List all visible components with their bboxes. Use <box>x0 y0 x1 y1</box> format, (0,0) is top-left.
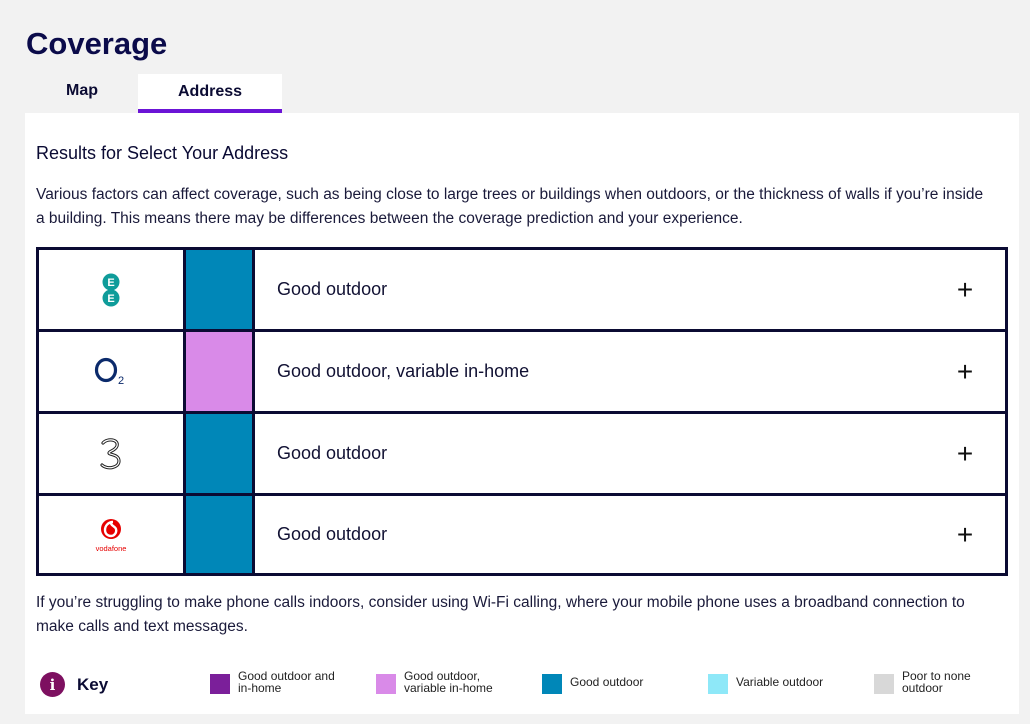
tab-bar: Map Address <box>26 74 282 114</box>
legend-swatch <box>542 674 562 694</box>
legend-label: Good outdoor <box>570 675 644 689</box>
o2-logo-icon: 2 <box>39 332 186 411</box>
legend-label: Good outdoor and in-home <box>238 669 335 695</box>
key-label: Key <box>77 675 109 694</box>
network-row-ee[interactable]: E E Good outdoor + <box>39 250 1005 332</box>
three-logo-icon <box>39 414 186 493</box>
tab-address[interactable]: Address <box>138 74 282 114</box>
legend-item: Poor to none outdoor <box>874 670 982 694</box>
coverage-swatch <box>186 332 255 411</box>
legend-swatch <box>376 674 396 694</box>
coverage-swatch <box>186 414 255 493</box>
expand-icon[interactable]: + <box>956 273 974 305</box>
legend-swatch <box>874 674 894 694</box>
svg-text:E: E <box>107 277 114 289</box>
legend-item: Variable outdoor <box>708 670 836 694</box>
legend-label: Poor to none outdoor <box>902 669 971 695</box>
network-row-three[interactable]: Good outdoor + <box>39 414 1005 496</box>
ee-logo-icon: E E <box>39 250 186 329</box>
coverage-key: i Key Good outdoor and in-home Good outd… <box>40 670 1000 700</box>
legend-item: Good outdoor <box>542 670 670 694</box>
coverage-status: Good outdoor, variable in-home <box>277 361 530 381</box>
coverage-intro-text: Various factors can affect coverage, suc… <box>36 186 984 227</box>
network-row-vodafone[interactable]: vodafone Good outdoor + <box>39 496 1005 573</box>
page-title: Coverage <box>26 26 168 61</box>
coverage-swatch <box>186 250 255 329</box>
expand-icon[interactable]: + <box>956 437 974 469</box>
coverage-status: Good outdoor <box>277 443 388 463</box>
results-title: Results for Select Your Address <box>36 143 289 163</box>
legend-swatch <box>708 674 728 694</box>
svg-text:2: 2 <box>118 375 124 387</box>
legend-label: Variable outdoor <box>736 675 824 689</box>
coverage-status: Good outdoor <box>277 524 388 544</box>
legend-label: Good outdoor, variable in-home <box>404 669 493 695</box>
svg-text:E: E <box>107 293 114 305</box>
svg-text:vodafone: vodafone <box>96 544 127 553</box>
coverage-table: E E Good outdoor + 2 Good outdoor, varia… <box>36 247 1008 576</box>
legend-item: Good outdoor, variable in-home <box>376 670 504 694</box>
network-row-o2[interactable]: 2 Good outdoor, variable in-home + <box>39 332 1005 414</box>
vodafone-logo-icon: vodafone <box>39 496 186 573</box>
info-icon[interactable]: i <box>40 672 65 697</box>
expand-icon[interactable]: + <box>956 518 974 550</box>
expand-icon[interactable]: + <box>956 355 974 387</box>
results-panel: Results for Select Your Address Various … <box>25 113 1019 714</box>
legend-swatch <box>210 674 230 694</box>
coverage-swatch <box>186 496 255 573</box>
wifi-calling-note: If you’re struggling to make phone calls… <box>36 594 965 635</box>
coverage-status: Good outdoor <box>277 279 388 299</box>
tab-map[interactable]: Map <box>26 74 138 108</box>
legend-item: Good outdoor and in-home <box>210 670 338 694</box>
